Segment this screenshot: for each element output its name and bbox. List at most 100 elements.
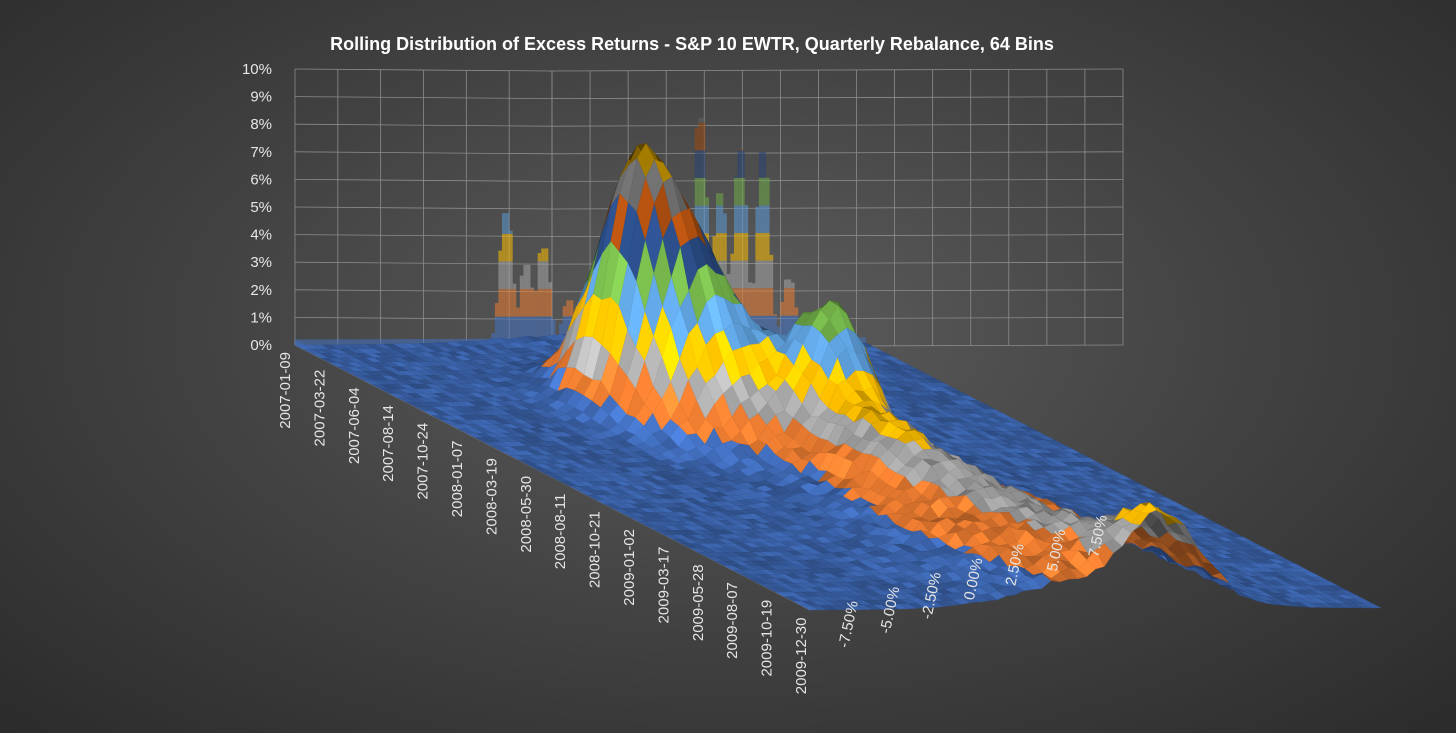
back-wall-band: [762, 177, 767, 206]
back-wall-band: [737, 177, 742, 206]
back-wall-band: [509, 289, 513, 317]
back-wall-band: [751, 288, 756, 316]
back-wall-band: [566, 300, 570, 317]
back-wall-band: [698, 122, 702, 151]
back-wall-band: [509, 261, 513, 290]
back-wall-band: [769, 260, 774, 289]
grid-line-back-z: [551, 123, 1124, 127]
z-tick-label: 10%: [242, 61, 272, 78]
back-wall-band: [316, 339, 320, 345]
back-wall-band: [320, 339, 324, 345]
back-wall-band: [698, 117, 702, 123]
back-wall-band: [348, 339, 353, 345]
back-wall-band: [494, 316, 499, 345]
back-wall-band: [737, 205, 742, 233]
back-wall-band: [741, 233, 745, 261]
back-wall-band: [762, 288, 767, 316]
back-wall-band: [334, 339, 338, 345]
back-wall-band: [766, 288, 770, 316]
back-wall-band: [530, 289, 535, 317]
back-wall-band: [787, 288, 792, 316]
back-wall-band: [359, 339, 363, 345]
back-wall-band: [362, 339, 367, 345]
back-wall-band: [330, 339, 335, 345]
back-wall-band: [737, 260, 742, 289]
back-wall-band: [380, 339, 385, 345]
back-wall-band: [744, 233, 749, 261]
back-wall-band: [345, 339, 349, 345]
back-wall-band: [323, 339, 328, 345]
z-tick-label: 2%: [250, 282, 272, 299]
back-wall-band: [755, 206, 759, 233]
back-wall-band: [548, 288, 552, 317]
back-wall-band: [769, 288, 774, 316]
back-wall-band: [719, 233, 724, 261]
date-tick-label: 2009-05-28: [690, 564, 707, 641]
back-wall-band: [505, 316, 510, 345]
back-wall-band: [723, 233, 727, 261]
date-tick-label: 2008-03-19: [483, 458, 500, 535]
back-wall-band: [701, 205, 706, 234]
back-wall-band: [755, 288, 759, 316]
back-wall-band: [548, 282, 552, 289]
date-tick-label: 2008-10-21: [587, 511, 604, 588]
back-wall-band: [769, 254, 774, 261]
back-wall-band: [758, 260, 763, 289]
back-wall-band: [502, 316, 506, 345]
back-wall-band: [755, 260, 759, 289]
back-wall-band: [734, 175, 738, 178]
back-wall-band: [537, 253, 542, 262]
back-wall-band: [787, 279, 792, 289]
back-wall-band: [512, 283, 517, 289]
back-wall-band: [766, 232, 770, 261]
back-wall-band: [530, 287, 535, 289]
back-wall-band: [498, 289, 502, 317]
back-wall-band: [744, 204, 749, 206]
z-tick-label: 8%: [250, 116, 272, 133]
date-tick-label: 2007-01-09: [277, 352, 294, 429]
back-wall-band: [741, 150, 745, 178]
back-wall-band: [519, 275, 524, 289]
back-wall-band: [719, 193, 724, 206]
back-wall-band: [719, 205, 724, 234]
date-tick-label: 2008-01-07: [449, 441, 466, 518]
back-wall-band: [744, 288, 749, 316]
back-wall-band: [701, 178, 706, 206]
back-wall-band: [523, 289, 527, 317]
date-axis-ticks: 2007-01-09 2007-03-22 2007-06-04 2007-08-14…: [277, 352, 810, 694]
back-wall-band: [862, 337, 866, 343]
back-wall-band: [512, 316, 517, 345]
back-wall-band: [741, 177, 745, 206]
back-wall-band: [541, 288, 545, 317]
back-wall-band: [762, 205, 767, 233]
back-wall-band: [744, 205, 749, 233]
back-wall-band: [562, 306, 567, 317]
back-wall-band: [751, 283, 756, 289]
back-wall-band: [783, 279, 788, 289]
back-wall-band: [541, 261, 545, 289]
back-wall-band: [748, 288, 752, 316]
back-wall-band: [373, 339, 378, 345]
back-wall-band: [698, 150, 702, 178]
back-wall-band: [312, 339, 317, 345]
back-wall-band: [391, 339, 395, 345]
back-wall-band: [505, 213, 510, 234]
date-tick-label: 2008-05-30: [518, 476, 535, 553]
back-wall-band: [394, 339, 399, 345]
z-tick-label: 0%: [250, 337, 272, 354]
back-wall-band: [509, 316, 513, 345]
back-wall-band: [309, 339, 313, 345]
back-wall-band: [537, 288, 542, 317]
back-wall-band: [537, 261, 542, 289]
back-wall-band: [741, 149, 745, 151]
back-wall-band: [744, 260, 749, 289]
back-wall-band: [512, 289, 517, 317]
back-wall-band: [766, 205, 770, 233]
z-tick-label: 9%: [250, 89, 272, 106]
back-wall-band: [694, 178, 699, 206]
back-wall-band: [505, 289, 510, 317]
back-wall-band: [791, 282, 795, 289]
back-wall-band: [384, 339, 388, 345]
back-wall-band: [519, 289, 524, 317]
